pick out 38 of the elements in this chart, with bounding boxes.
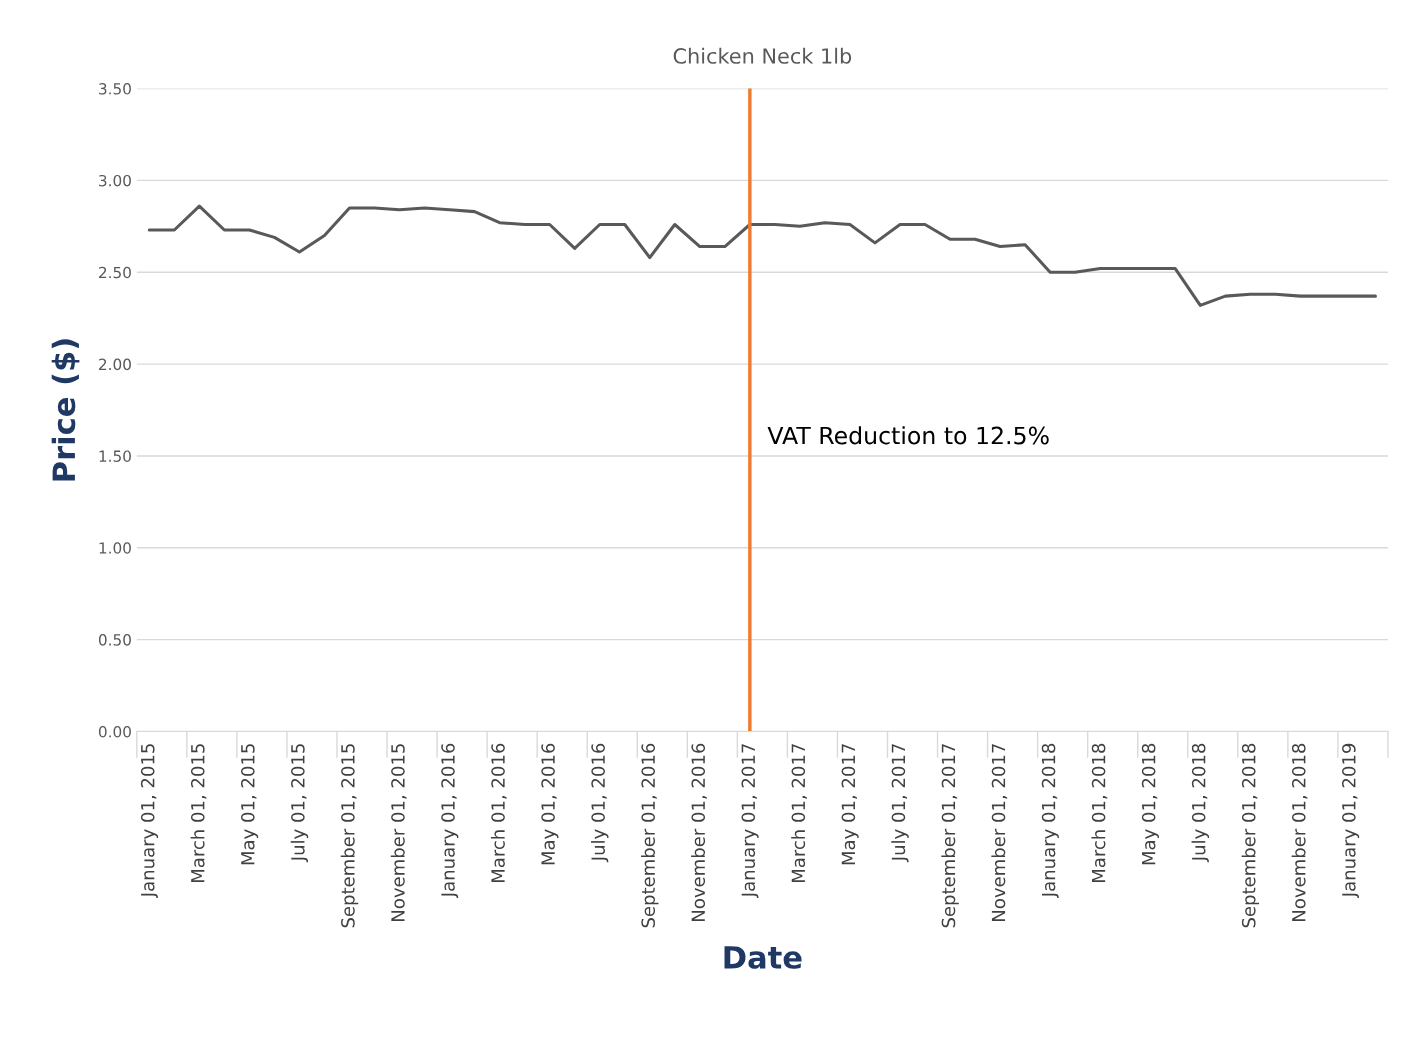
y-tick-label: 3.50: [99, 83, 131, 95]
x-tick-label: May 01, 2017: [841, 744, 859, 865]
y-tick-label: 1.50: [99, 450, 131, 462]
x-tick-label: March 01, 2017: [791, 744, 807, 882]
y-tick-label: 3.00: [99, 174, 131, 187]
line-series: [147, 204, 1377, 307]
y-tick-label: 2.00: [99, 358, 131, 371]
x-tick-label: January 01, 2018: [1041, 743, 1059, 899]
ref-line-label: VAT Reduction to 12.5%: [767, 426, 1049, 445]
x-tick-label: November 01, 2016: [691, 743, 707, 921]
x-tick-label: November 01, 2015: [390, 744, 407, 921]
x-tick-label: September 01, 2017: [941, 744, 959, 928]
y-tick-label: 0.00: [98, 725, 131, 738]
x-tick-label: September 01, 2016: [641, 743, 659, 928]
y-tick-label: 1.00: [99, 542, 131, 554]
x-tick-label: March 01, 2016: [490, 743, 507, 882]
x-tick-label: March 01, 2015: [190, 744, 207, 882]
x-tick-label: March 01, 2018: [1091, 743, 1108, 882]
x-tick-label: July 01, 2015: [290, 744, 309, 863]
x-tick-label: January 01, 2015: [140, 744, 159, 899]
x-tick-label: November 01, 2018: [1291, 743, 1308, 921]
y-axis-title: Price ($): [51, 339, 80, 481]
x-tick-label: May 01, 2016: [541, 743, 559, 865]
y-tick-label: 2.50: [99, 266, 131, 279]
x-tick-label: November 01, 2017: [991, 744, 1008, 921]
chart-title: Chicken Neck 1lb: [673, 47, 852, 64]
x-tick-label: January 01, 2019: [1342, 743, 1360, 899]
x-tick-label: May 01, 2018: [1141, 743, 1159, 865]
x-tick-label: January 01, 2017: [741, 744, 759, 899]
x-tick-label: May 01, 2015: [240, 744, 259, 865]
x-tick-label: September 01, 2015: [340, 744, 359, 928]
x-tick-label: July 01, 2017: [891, 744, 909, 863]
x-tick-label: July 01, 2018: [1191, 743, 1210, 863]
y-tick-label: 0.50: [98, 634, 131, 646]
x-tick-label: January 01, 2016: [441, 743, 459, 899]
x-axis-title: Date: [724, 946, 802, 969]
x-tick-label: July 01, 2016: [590, 743, 609, 863]
x-tick-label: September 01, 2018: [1241, 743, 1260, 928]
